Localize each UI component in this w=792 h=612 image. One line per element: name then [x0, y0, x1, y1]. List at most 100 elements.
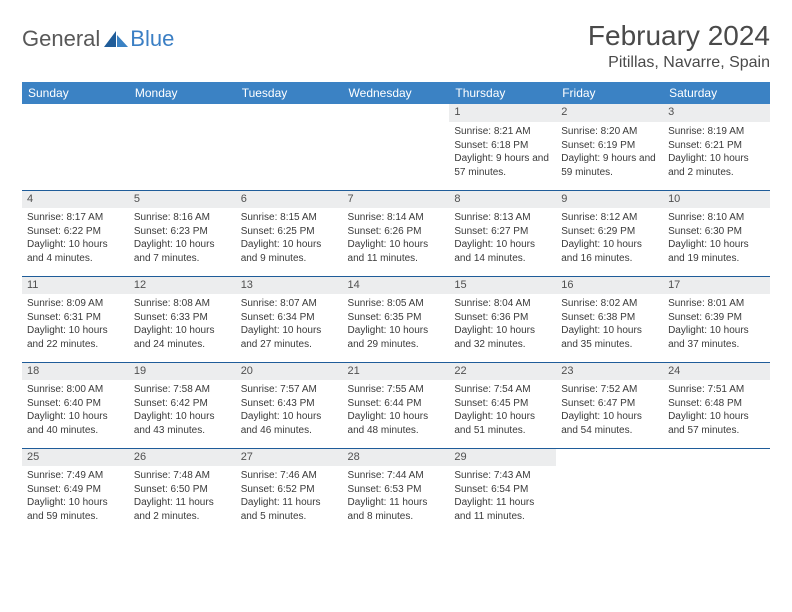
day-info-cell: Sunrise: 7:49 AMSunset: 6:49 PMDaylight:…	[22, 466, 129, 534]
daylight-line: Daylight: 10 hours and 24 minutes.	[134, 324, 231, 351]
day-number-cell: 26	[129, 448, 236, 466]
daylight-line: Daylight: 10 hours and 16 minutes.	[561, 238, 658, 265]
day-info-cell: Sunrise: 7:48 AMSunset: 6:50 PMDaylight:…	[129, 466, 236, 534]
day-info-cell: Sunrise: 7:43 AMSunset: 6:54 PMDaylight:…	[449, 466, 556, 534]
daylight-line: Daylight: 9 hours and 59 minutes.	[561, 152, 658, 179]
sunrise-line: Sunrise: 8:17 AM	[27, 211, 124, 225]
daylight-line: Daylight: 10 hours and 46 minutes.	[241, 410, 338, 437]
daylight-line: Daylight: 10 hours and 19 minutes.	[668, 238, 765, 265]
daylight-line: Daylight: 9 hours and 57 minutes.	[454, 152, 551, 179]
sunrise-line: Sunrise: 7:44 AM	[348, 469, 445, 483]
sunrise-line: Sunrise: 7:52 AM	[561, 383, 658, 397]
day-number-cell: 3	[663, 104, 770, 122]
day-info-cell: Sunrise: 8:01 AMSunset: 6:39 PMDaylight:…	[663, 294, 770, 362]
daylight-line: Daylight: 11 hours and 11 minutes.	[454, 496, 551, 523]
calendar-body: 123Sunrise: 8:21 AMSunset: 6:18 PMDaylig…	[22, 104, 770, 534]
daylight-line: Daylight: 10 hours and 7 minutes.	[134, 238, 231, 265]
sunset-line: Sunset: 6:31 PM	[27, 311, 124, 325]
sunrise-line: Sunrise: 8:14 AM	[348, 211, 445, 225]
sunset-line: Sunset: 6:50 PM	[134, 483, 231, 497]
sunrise-line: Sunrise: 8:10 AM	[668, 211, 765, 225]
day-number-cell: 4	[22, 190, 129, 208]
sunset-line: Sunset: 6:30 PM	[668, 225, 765, 239]
sunset-line: Sunset: 6:38 PM	[561, 311, 658, 325]
sunrise-line: Sunrise: 8:04 AM	[454, 297, 551, 311]
day-info-cell: Sunrise: 8:14 AMSunset: 6:26 PMDaylight:…	[343, 208, 450, 276]
day-number-cell: 24	[663, 362, 770, 380]
sunset-line: Sunset: 6:19 PM	[561, 139, 658, 153]
sunset-line: Sunset: 6:23 PM	[134, 225, 231, 239]
daylight-line: Daylight: 10 hours and 2 minutes.	[668, 152, 765, 179]
weekday-header: Wednesday	[343, 82, 450, 104]
day-number-cell: 25	[22, 448, 129, 466]
day-info-cell	[236, 122, 343, 190]
day-info-cell: Sunrise: 8:04 AMSunset: 6:36 PMDaylight:…	[449, 294, 556, 362]
daylight-line: Daylight: 10 hours and 59 minutes.	[27, 496, 124, 523]
day-number-cell	[556, 448, 663, 466]
sunset-line: Sunset: 6:40 PM	[27, 397, 124, 411]
sunrise-line: Sunrise: 7:46 AM	[241, 469, 338, 483]
sunset-line: Sunset: 6:52 PM	[241, 483, 338, 497]
day-number-cell: 27	[236, 448, 343, 466]
sunset-line: Sunset: 6:21 PM	[668, 139, 765, 153]
day-info-cell: Sunrise: 8:05 AMSunset: 6:35 PMDaylight:…	[343, 294, 450, 362]
weekday-header: Thursday	[449, 82, 556, 104]
day-number-cell: 19	[129, 362, 236, 380]
day-number-cell: 9	[556, 190, 663, 208]
sunset-line: Sunset: 6:49 PM	[27, 483, 124, 497]
day-info-cell	[663, 466, 770, 534]
sunrise-line: Sunrise: 7:54 AM	[454, 383, 551, 397]
day-info-cell	[22, 122, 129, 190]
daylight-line: Daylight: 10 hours and 54 minutes.	[561, 410, 658, 437]
day-number-cell: 2	[556, 104, 663, 122]
sunrise-line: Sunrise: 8:13 AM	[454, 211, 551, 225]
calendar-table: Sunday Monday Tuesday Wednesday Thursday…	[22, 82, 770, 534]
location: Pitillas, Navarre, Spain	[588, 54, 770, 72]
sunrise-line: Sunrise: 7:49 AM	[27, 469, 124, 483]
day-info-cell: Sunrise: 8:02 AMSunset: 6:38 PMDaylight:…	[556, 294, 663, 362]
daylight-line: Daylight: 11 hours and 8 minutes.	[348, 496, 445, 523]
day-info-cell: Sunrise: 8:08 AMSunset: 6:33 PMDaylight:…	[129, 294, 236, 362]
day-info-cell: Sunrise: 8:16 AMSunset: 6:23 PMDaylight:…	[129, 208, 236, 276]
day-number-cell	[343, 104, 450, 122]
weekday-header: Tuesday	[236, 82, 343, 104]
day-number-row: 45678910	[22, 190, 770, 208]
day-number-row: 18192021222324	[22, 362, 770, 380]
sunset-line: Sunset: 6:22 PM	[27, 225, 124, 239]
day-info-cell	[343, 122, 450, 190]
day-info-cell: Sunrise: 8:19 AMSunset: 6:21 PMDaylight:…	[663, 122, 770, 190]
day-number-cell: 22	[449, 362, 556, 380]
sunset-line: Sunset: 6:34 PM	[241, 311, 338, 325]
day-info-row: Sunrise: 8:00 AMSunset: 6:40 PMDaylight:…	[22, 380, 770, 448]
day-number-cell	[22, 104, 129, 122]
sunset-line: Sunset: 6:48 PM	[668, 397, 765, 411]
day-number-cell: 17	[663, 276, 770, 294]
logo-sail-icon	[102, 29, 130, 49]
daylight-line: Daylight: 10 hours and 40 minutes.	[27, 410, 124, 437]
day-info-cell	[129, 122, 236, 190]
sunset-line: Sunset: 6:29 PM	[561, 225, 658, 239]
day-info-cell: Sunrise: 7:58 AMSunset: 6:42 PMDaylight:…	[129, 380, 236, 448]
sunset-line: Sunset: 6:26 PM	[348, 225, 445, 239]
title-block: February 2024 Pitillas, Navarre, Spain	[588, 20, 770, 72]
daylight-line: Daylight: 10 hours and 32 minutes.	[454, 324, 551, 351]
day-number-cell: 5	[129, 190, 236, 208]
sunset-line: Sunset: 6:39 PM	[668, 311, 765, 325]
weekday-header: Sunday	[22, 82, 129, 104]
day-info-cell: Sunrise: 7:51 AMSunset: 6:48 PMDaylight:…	[663, 380, 770, 448]
weekday-header: Saturday	[663, 82, 770, 104]
page-header: General Blue February 2024 Pitillas, Nav…	[22, 20, 770, 72]
logo: General Blue	[22, 26, 174, 52]
sunset-line: Sunset: 6:27 PM	[454, 225, 551, 239]
daylight-line: Daylight: 10 hours and 9 minutes.	[241, 238, 338, 265]
sunset-line: Sunset: 6:47 PM	[561, 397, 658, 411]
day-number-cell: 21	[343, 362, 450, 380]
daylight-line: Daylight: 10 hours and 35 minutes.	[561, 324, 658, 351]
day-info-cell: Sunrise: 7:46 AMSunset: 6:52 PMDaylight:…	[236, 466, 343, 534]
sunset-line: Sunset: 6:33 PM	[134, 311, 231, 325]
day-number-cell: 14	[343, 276, 450, 294]
day-info-cell: Sunrise: 8:17 AMSunset: 6:22 PMDaylight:…	[22, 208, 129, 276]
day-number-row: 123	[22, 104, 770, 122]
day-number-cell	[663, 448, 770, 466]
sunrise-line: Sunrise: 8:12 AM	[561, 211, 658, 225]
